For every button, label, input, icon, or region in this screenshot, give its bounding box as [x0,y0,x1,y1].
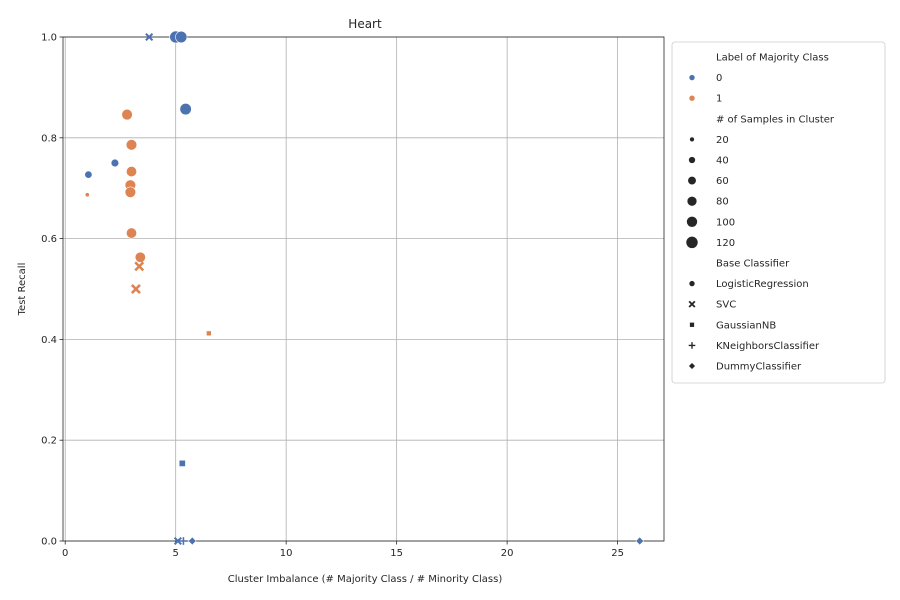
data-point [84,192,90,198]
legend-entry-label: 120 [716,238,735,249]
x-axis: 0 5 10 15 20 25 [62,541,624,559]
chart-title: Heart [348,17,382,31]
y-tick-label: 0.4 [41,335,57,346]
x-axis-label: Cluster Imbalance (# Majority Class / # … [228,574,503,585]
legend-size-marker [688,156,696,164]
x-tick-label: 25 [611,548,624,559]
y-tick-label: 1.0 [41,33,57,44]
legend-entry-label: 60 [716,176,729,187]
data-points [84,30,644,546]
legend-entry-label: DummyClassifier [716,362,802,373]
data-point [84,170,93,179]
data-point [175,30,188,44]
data-point [125,166,138,178]
legend-entry-label: 0 [716,73,722,84]
legend-entry-label: 100 [716,217,735,228]
x-tick-label: 15 [390,548,403,559]
legend-size-marker [686,216,698,228]
x-tick-label: 20 [501,548,514,559]
data-point [125,139,138,151]
x-tick-label: 10 [280,548,293,559]
plot-frame [62,36,665,542]
legend-title-style: Base Classifier [716,259,790,270]
data-point [188,536,197,546]
y-axis: 0.0 0.2 0.4 0.6 0.8 1.0 [41,33,63,548]
legend-items: Label of Majority Class 0 1 # of Samples in… [685,53,835,373]
legend-entry-label: 80 [716,197,729,208]
legend-marker [688,94,696,102]
data-point [145,32,154,42]
x-tick-label: 5 [173,548,179,559]
legend-size-marker [689,136,695,143]
y-tick-label: 0.0 [41,537,57,548]
legend-entry-label: 20 [716,135,729,146]
legend-entry-label: GaussianNB [716,320,776,331]
legend-marker [688,74,696,81]
legend-size-marker [686,195,698,207]
legend-entry-label: KNeighborsClassifier [716,341,820,352]
legend-style-marker [689,322,695,328]
y-tick-label: 0.6 [41,234,57,245]
data-point [179,537,188,545]
x-tick-label: 0 [62,548,68,559]
legend-entry-label: LogisticRegression [716,279,809,290]
data-point [110,158,120,168]
legend: Label of Majority Class 0 1 # of Samples in… [671,41,886,384]
data-point [173,536,182,546]
legend-style-marker [688,280,696,287]
y-tick-label: 0.8 [41,133,57,144]
legend-entry-label: SVC [716,300,736,311]
legend-style-marker [688,300,696,308]
data-point [134,261,145,272]
legend-size-marker [685,236,699,249]
legend-style-marker [688,362,696,370]
data-point [130,284,141,294]
data-point [121,108,133,121]
legend-entry-label: 40 [716,156,729,167]
legend-size-marker [687,176,697,186]
data-point [134,251,146,263]
grid-lines [63,36,664,542]
data-point [125,227,138,239]
data-point [635,536,644,546]
y-axis-label: Test Recall [17,263,28,317]
data-point [206,330,212,337]
legend-entry-label: 1 [716,94,722,105]
data-point [124,186,137,198]
data-point [178,460,186,467]
legend-title-size: # of Samples in Cluster [716,114,835,125]
y-tick-label: 0.2 [41,436,57,447]
legend-frame [671,41,886,384]
legend-title-hue: Label of Majority Class [716,53,829,64]
data-point [179,103,192,116]
legend-style-marker [688,342,696,349]
